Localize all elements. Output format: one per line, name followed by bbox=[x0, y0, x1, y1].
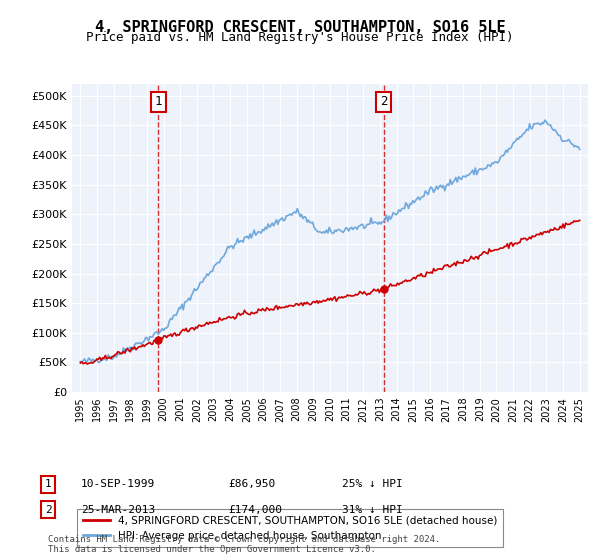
Text: 25% ↓ HPI: 25% ↓ HPI bbox=[342, 479, 403, 489]
Text: 31% ↓ HPI: 31% ↓ HPI bbox=[342, 505, 403, 515]
Text: 10-SEP-1999: 10-SEP-1999 bbox=[81, 479, 155, 489]
Text: 2: 2 bbox=[44, 505, 52, 515]
Text: 1: 1 bbox=[44, 479, 52, 489]
Text: 1: 1 bbox=[155, 95, 162, 108]
Text: 25-MAR-2013: 25-MAR-2013 bbox=[81, 505, 155, 515]
Text: Price paid vs. HM Land Registry's House Price Index (HPI): Price paid vs. HM Land Registry's House … bbox=[86, 31, 514, 44]
Text: 2: 2 bbox=[380, 95, 388, 108]
Text: Contains HM Land Registry data © Crown copyright and database right 2024.
This d: Contains HM Land Registry data © Crown c… bbox=[48, 535, 440, 554]
Text: 4, SPRINGFORD CRESCENT, SOUTHAMPTON, SO16 5LE: 4, SPRINGFORD CRESCENT, SOUTHAMPTON, SO1… bbox=[95, 20, 505, 35]
Text: £86,950: £86,950 bbox=[228, 479, 275, 489]
Text: £174,000: £174,000 bbox=[228, 505, 282, 515]
Legend: 4, SPRINGFORD CRESCENT, SOUTHAMPTON, SO16 5LE (detached house), HPI: Average pri: 4, SPRINGFORD CRESCENT, SOUTHAMPTON, SO1… bbox=[77, 509, 503, 547]
